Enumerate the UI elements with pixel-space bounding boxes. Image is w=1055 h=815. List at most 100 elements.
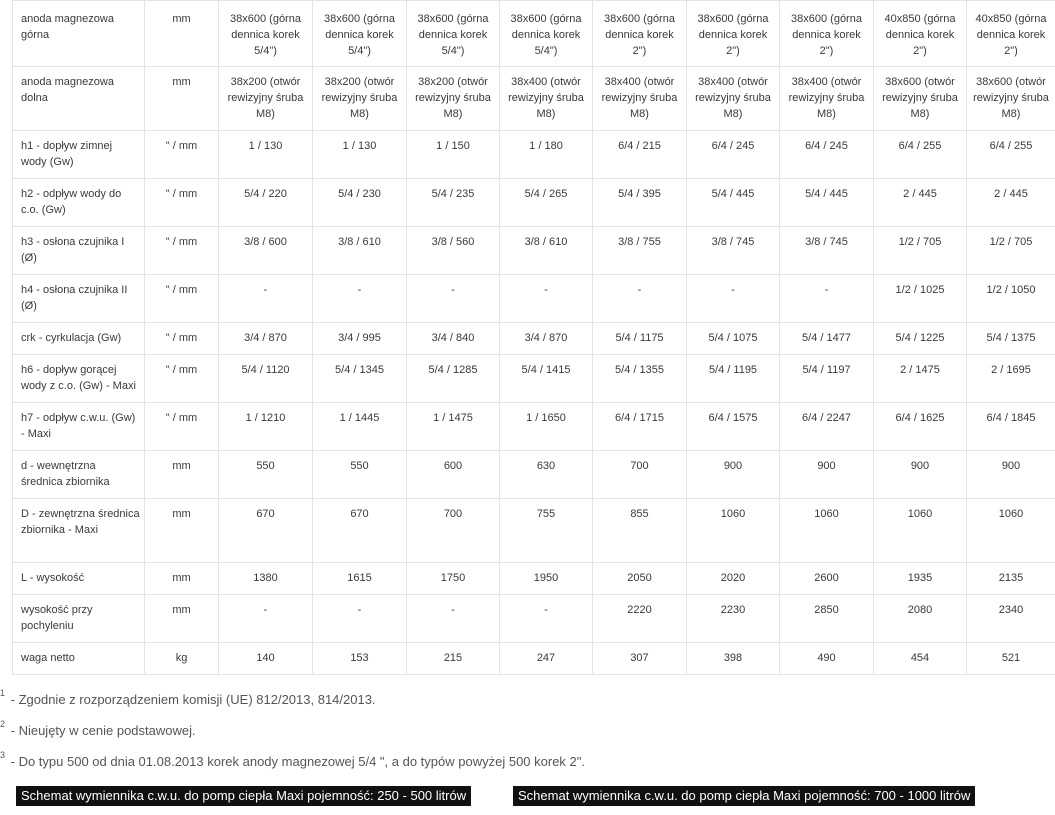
table-cell: 38x400 (otwór rewizyjny śruba M8) bbox=[499, 66, 593, 131]
table-cell: 38x400 (otwór rewizyjny śruba M8) bbox=[779, 66, 874, 131]
table-cell: 3/8 / 610 bbox=[312, 226, 407, 275]
table-cell: 3/8 / 610 bbox=[499, 226, 593, 275]
table-cell: 3/4 / 870 bbox=[218, 322, 313, 355]
table-cell: 1 / 1210 bbox=[218, 402, 313, 451]
footnote-marker: 2 bbox=[0, 719, 6, 729]
table-cell: 38x200 (otwór rewizyjny śruba M8) bbox=[312, 66, 407, 131]
row-label: h3 - osłona czujnika I (Ø) bbox=[12, 226, 145, 275]
table-cell: 1/2 / 1050 bbox=[966, 274, 1055, 323]
table-cell: 38x600 (górna dennica korek 5/4") bbox=[218, 0, 313, 67]
table-row: h2 - odpływ wody do c.o. (Gw) " / mm 5/4 /… bbox=[12, 178, 1055, 227]
row-label: anoda magnezowa górna bbox=[12, 0, 145, 67]
row-unit: mm bbox=[144, 450, 219, 499]
table-cell: 38x600 (górna dennica korek 2") bbox=[592, 0, 687, 67]
table-row: crk - cyrkulacja (Gw) " / mm 3/4 / 870 3/4 … bbox=[12, 322, 1055, 355]
row-unit: " / mm bbox=[144, 274, 219, 323]
table-row: h6 - dopływ gorącej wody z c.o. (Gw) - M… bbox=[12, 354, 1055, 403]
table-cell: 1/2 / 1025 bbox=[873, 274, 967, 323]
table-cell: 5/4 / 235 bbox=[406, 178, 500, 227]
row-unit: mm bbox=[144, 498, 219, 563]
table-cell: 5/4 / 1477 bbox=[779, 322, 874, 355]
table-cell: 5/4 / 1175 bbox=[592, 322, 687, 355]
row-label: h6 - dopływ gorącej wody z c.o. (Gw) - M… bbox=[12, 354, 145, 403]
table-cell: 2220 bbox=[592, 594, 687, 643]
table-cell: 1 / 1650 bbox=[499, 402, 593, 451]
row-unit: " / mm bbox=[144, 226, 219, 275]
table-cell: - bbox=[406, 274, 500, 323]
table-cell: 630 bbox=[499, 450, 593, 499]
table-cell: 521 bbox=[966, 642, 1055, 675]
table-row: d - wewnętrzna średnica zbiornika mm 550 55… bbox=[12, 450, 1055, 499]
table-cell: 38x600 (górna dennica korek 2") bbox=[686, 0, 780, 67]
table-cell: 1950 bbox=[499, 562, 593, 595]
table-cell: - bbox=[218, 594, 313, 643]
table-cell: 38x600 (otwór rewizyjny śruba M8) bbox=[966, 66, 1055, 131]
table-cell: 38x200 (otwór rewizyjny śruba M8) bbox=[218, 66, 313, 131]
table-cell: 5/4 / 1345 bbox=[312, 354, 407, 403]
spec-table: anoda magnezowa górna mm 38x600 (górna den… bbox=[12, 0, 1055, 675]
table-cell: 5/4 / 1197 bbox=[779, 354, 874, 403]
table-cell: 1 / 1475 bbox=[406, 402, 500, 451]
table-cell: 6/4 / 1575 bbox=[686, 402, 780, 451]
table-cell: 2850 bbox=[779, 594, 874, 643]
footnote-text: - Do typu 500 od dnia 01.08.2013 korek a… bbox=[7, 754, 585, 769]
table-cell: 5/4 / 230 bbox=[312, 178, 407, 227]
table-cell: 38x600 (otwór rewizyjny śruba M8) bbox=[873, 66, 967, 131]
row-unit: mm bbox=[144, 0, 219, 67]
table-cell: 2080 bbox=[873, 594, 967, 643]
table-cell: 900 bbox=[779, 450, 874, 499]
table-cell: 6/4 / 255 bbox=[966, 130, 1055, 179]
table-cell: 6/4 / 255 bbox=[873, 130, 967, 179]
table-cell: - bbox=[218, 274, 313, 323]
row-unit: mm bbox=[144, 66, 219, 131]
table-cell: 38x600 (górna dennica korek 5/4") bbox=[499, 0, 593, 67]
table-cell: - bbox=[499, 594, 593, 643]
row-label: wysokość przy pochyleniu bbox=[12, 594, 145, 643]
row-label: h4 - osłona czujnika II (Ø) bbox=[12, 274, 145, 323]
footnote-3: 3 - Do typu 500 od dnia 01.08.2013 korek… bbox=[0, 750, 585, 769]
table-cell: 5/4 / 445 bbox=[686, 178, 780, 227]
table-cell: 1935 bbox=[873, 562, 967, 595]
table-cell: 1060 bbox=[686, 498, 780, 563]
table-cell: 6/4 / 2247 bbox=[779, 402, 874, 451]
table-cell: 5/4 / 1285 bbox=[406, 354, 500, 403]
row-unit: " / mm bbox=[144, 354, 219, 403]
table-cell: 5/4 / 1120 bbox=[218, 354, 313, 403]
table-cell: 900 bbox=[686, 450, 780, 499]
row-label: h7 - odpływ c.w.u. (Gw) - Maxi bbox=[12, 402, 145, 451]
row-label: crk - cyrkulacja (Gw) bbox=[12, 322, 145, 355]
table-cell: 2135 bbox=[966, 562, 1055, 595]
table-cell: 1 / 150 bbox=[406, 130, 500, 179]
table-cell: 550 bbox=[312, 450, 407, 499]
table-cell: 1/2 / 705 bbox=[966, 226, 1055, 275]
table-cell: 6/4 / 1715 bbox=[592, 402, 687, 451]
table-cell: 1060 bbox=[779, 498, 874, 563]
table-cell: 2600 bbox=[779, 562, 874, 595]
scheme-link-700-1000[interactable]: Schemat wymiennika c.w.u. do pomp ciepła… bbox=[513, 786, 976, 806]
table-cell: 2050 bbox=[592, 562, 687, 595]
table-cell: - bbox=[312, 274, 407, 323]
table-cell: 5/4 / 220 bbox=[218, 178, 313, 227]
row-unit: " / mm bbox=[144, 178, 219, 227]
table-cell: 855 bbox=[592, 498, 687, 563]
table-cell: 900 bbox=[966, 450, 1055, 499]
table-cell: 307 bbox=[592, 642, 687, 675]
scheme-link-250-500[interactable]: Schemat wymiennika c.w.u. do pomp ciepła… bbox=[16, 786, 472, 806]
table-cell: 3/8 / 560 bbox=[406, 226, 500, 275]
table-row: h7 - odpływ c.w.u. (Gw) - Maxi " / mm 1 / … bbox=[12, 402, 1055, 451]
table-cell: 38x600 (górna dennica korek 5/4") bbox=[406, 0, 500, 67]
table-cell: 38x400 (otwór rewizyjny śruba M8) bbox=[592, 66, 687, 131]
table-cell: 1 / 130 bbox=[312, 130, 407, 179]
table-cell: 3/8 / 745 bbox=[779, 226, 874, 275]
table-cell: - bbox=[592, 274, 687, 323]
row-label: waga netto bbox=[12, 642, 145, 675]
table-cell: 3/8 / 755 bbox=[592, 226, 687, 275]
spec-table-body: anoda magnezowa górna mm 38x600 (górna den… bbox=[12, 0, 1055, 675]
table-cell: 1/2 / 705 bbox=[873, 226, 967, 275]
row-label: d - wewnętrzna średnica zbiornika bbox=[12, 450, 145, 499]
table-cell: 900 bbox=[873, 450, 967, 499]
table-row: h3 - osłona czujnika I (Ø) " / mm 3/8 / 60… bbox=[12, 226, 1055, 275]
table-cell: 2340 bbox=[966, 594, 1055, 643]
table-cell: 5/4 / 265 bbox=[499, 178, 593, 227]
footnote-text: - Nieujęty w cenie podstawowej. bbox=[7, 723, 196, 738]
